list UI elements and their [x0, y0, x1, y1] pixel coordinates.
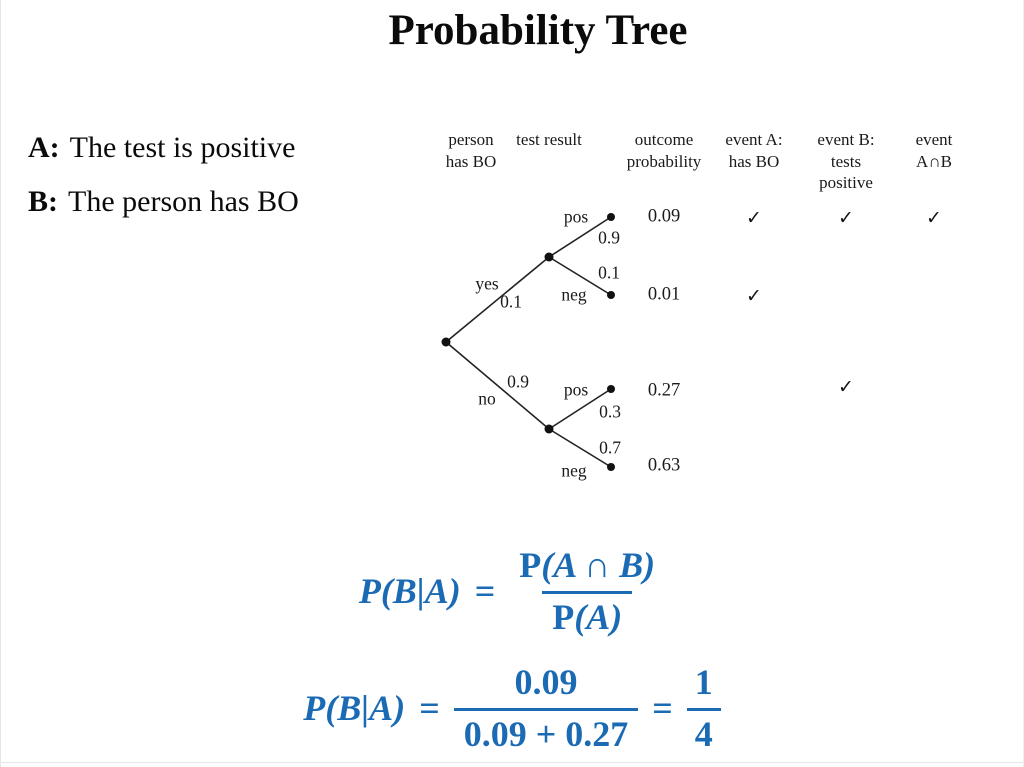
- page-title: Probability Tree: [388, 7, 688, 54]
- checkmark-icon: ✓: [838, 207, 854, 229]
- column-header-event-b: event B: tests positive: [817, 130, 875, 192]
- branch-line-yes-neg: [548, 256, 612, 296]
- column-header-event-a: event A: has BO: [725, 130, 783, 171]
- formula2-denominator: 0.09 + 0.27: [453, 708, 639, 755]
- outcome-probability-value: 0.63: [647, 455, 681, 476]
- tree-node-yes-neg: [607, 291, 615, 299]
- formula2-equals-2: =: [652, 688, 673, 729]
- tree-node-yes-pos: [607, 213, 615, 221]
- formula1-numerator: P(A ∩ B): [509, 546, 665, 591]
- branch-prob-yes-pos: 0.9: [598, 227, 620, 248]
- tree-node-no: [544, 424, 554, 434]
- branch-line-yes-pos: [548, 216, 612, 258]
- formula1-lhs: P(B|A): [358, 571, 461, 612]
- numeric-probability-formula: P(B|A) = 0.09 0.09 + 0.27 = 1 4: [1, 657, 1023, 761]
- definition-a-text: The test is positive: [69, 131, 296, 164]
- formula1-num-args: (A ∩ B): [541, 545, 656, 586]
- probability-tree-diagram: yes 0.1 no 0.9 pos 0.9 0.1 neg pos 0.3 0…: [421, 190, 721, 490]
- formula1-fraction: P(A ∩ B) P(A): [509, 546, 665, 637]
- checkmark-icon: ✓: [746, 285, 762, 307]
- formula2-fraction: 0.09 0.09 + 0.27: [453, 662, 639, 755]
- branch-label-no-neg: neg: [561, 460, 587, 481]
- definition-a-label: A:: [28, 131, 60, 164]
- formula2-equals: =: [419, 688, 440, 729]
- formula1-num-p: P: [519, 545, 542, 586]
- slide-bottom-edge: [1, 762, 1023, 763]
- formula1-equals: =: [474, 571, 496, 612]
- branch-line-no: [445, 341, 550, 430]
- branch-prob-no-pos: 0.3: [599, 401, 621, 422]
- branch-prob-no: 0.9: [507, 371, 529, 392]
- outcome-probability-value: 0.01: [647, 284, 681, 305]
- formula2-result-denominator: 4: [686, 708, 721, 755]
- formula1-den-args: (A): [574, 597, 623, 637]
- column-header-outcome-probability: outcome probability: [626, 130, 702, 171]
- branch-line-no-neg: [548, 428, 612, 468]
- tree-node-root: [441, 337, 451, 347]
- definition-a: A: The test is positive: [28, 121, 299, 175]
- formula2-result-numerator: 1: [694, 662, 713, 703]
- branch-line-yes: [445, 256, 550, 343]
- tree-node-no-neg: [607, 463, 615, 471]
- column-header-event-a-intersect-b: event A∩B: [915, 130, 953, 171]
- definition-b: B: The person has BO: [28, 175, 299, 229]
- checkmark-icon: ✓: [926, 207, 942, 229]
- definition-b-text: The person has BO: [68, 185, 299, 218]
- event-definitions: A: The test is positive B: The person has …: [28, 121, 299, 229]
- branch-prob-yes: 0.1: [500, 291, 522, 312]
- tree-lines: [441, 213, 615, 471]
- branch-label-yes-pos: pos: [563, 206, 589, 227]
- branch-label-yes: yes: [475, 273, 499, 294]
- branch-prob-no-neg: 0.7: [599, 437, 621, 458]
- formula2-numerator: 0.09: [514, 662, 578, 703]
- checkmark-icon: ✓: [838, 376, 854, 398]
- branch-label-no-pos: pos: [563, 379, 589, 400]
- branch-line-no-pos: [548, 388, 612, 430]
- definition-b-label: B:: [28, 185, 58, 218]
- branch-label-yes-neg: neg: [561, 284, 587, 305]
- formula1-denominator: P(A): [542, 591, 633, 638]
- conditional-probability-formula: P(B|A) = P(A ∩ B) P(A): [1, 540, 1023, 644]
- outcome-probability-value: 0.27: [647, 380, 681, 401]
- column-header-test-result: test result: [516, 130, 582, 149]
- formula1-den-p: P: [552, 597, 575, 637]
- outcome-probability-value: 0.09: [647, 206, 681, 227]
- checkmark-icon: ✓: [746, 207, 762, 229]
- tree-node-no-pos: [607, 385, 615, 393]
- formula2-result-fraction: 1 4: [686, 662, 721, 755]
- column-header-person-has-bo: person has BO: [445, 130, 497, 171]
- formula2-lhs: P(B|A): [303, 688, 406, 729]
- tree-node-yes: [544, 252, 554, 262]
- branch-prob-yes-neg: 0.1: [598, 262, 620, 283]
- branch-label-no: no: [478, 388, 496, 409]
